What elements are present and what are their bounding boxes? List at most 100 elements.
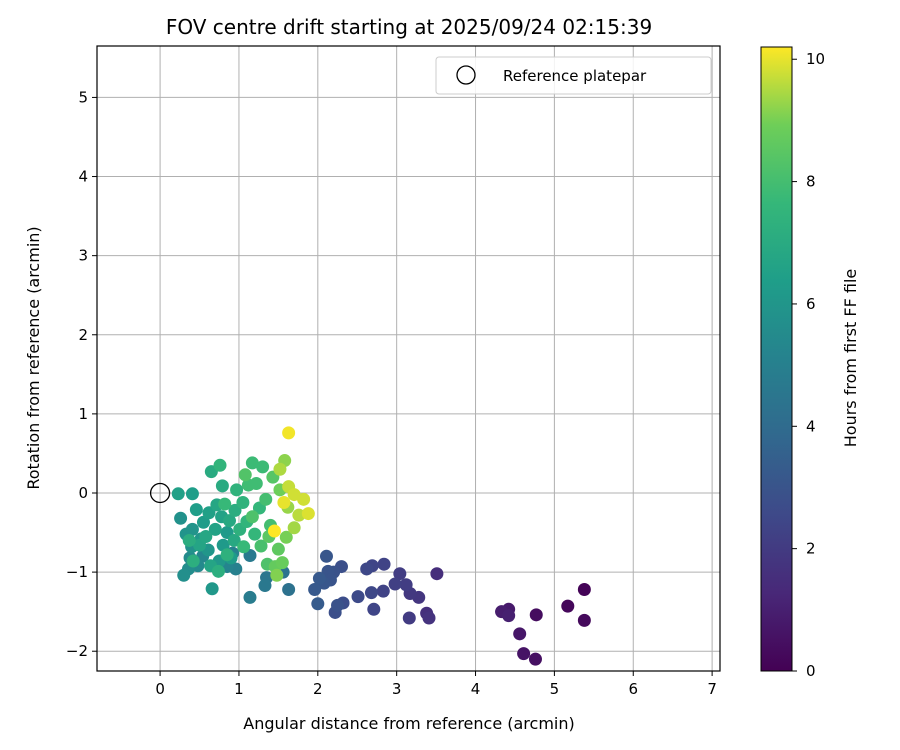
y-axis: −2 −1 0 1 2 3 4 5 bbox=[66, 88, 97, 660]
data-point bbox=[282, 426, 296, 440]
data-point bbox=[308, 583, 322, 597]
colorbar-gradient bbox=[760, 46, 793, 672]
y-tick-label: 3 bbox=[78, 247, 88, 265]
data-point bbox=[205, 582, 219, 596]
data-point bbox=[202, 506, 216, 520]
colorbar-tick-label: 10 bbox=[806, 50, 825, 68]
data-point bbox=[529, 608, 543, 622]
data-point bbox=[301, 507, 315, 521]
y-tick-label: 2 bbox=[78, 326, 88, 344]
y-tick-label: −2 bbox=[66, 642, 88, 660]
data-point bbox=[364, 586, 378, 600]
x-tick-label: 7 bbox=[707, 680, 717, 698]
data-point bbox=[297, 492, 311, 506]
data-point bbox=[360, 562, 374, 576]
data-point bbox=[402, 611, 416, 625]
data-point bbox=[277, 495, 291, 509]
data-point bbox=[177, 568, 191, 582]
data-point bbox=[185, 487, 199, 501]
reference-layer bbox=[149, 482, 171, 504]
data-point bbox=[237, 540, 251, 554]
data-point bbox=[319, 549, 333, 563]
data-point bbox=[245, 456, 259, 470]
data-point bbox=[312, 571, 326, 585]
data-point bbox=[218, 497, 232, 511]
data-point bbox=[222, 514, 236, 528]
data-point bbox=[174, 511, 188, 525]
y-tick-label: 5 bbox=[78, 88, 88, 106]
data-point bbox=[196, 515, 210, 529]
colorbar-ticks: 0 2 4 6 8 10 bbox=[792, 50, 825, 680]
data-point bbox=[208, 522, 222, 536]
legend-marker bbox=[456, 65, 476, 85]
data-point bbox=[377, 557, 391, 571]
data-point bbox=[215, 479, 229, 493]
data-point bbox=[189, 503, 203, 517]
data-point bbox=[186, 554, 200, 568]
x-tick-label: 2 bbox=[313, 680, 323, 698]
data-point bbox=[245, 510, 259, 524]
data-points bbox=[171, 426, 591, 666]
data-point bbox=[227, 533, 241, 547]
data-point bbox=[271, 542, 285, 556]
colorbar: 0 2 4 6 8 10 Hours from first FF file bbox=[760, 46, 860, 680]
data-point bbox=[228, 503, 242, 517]
colorbar-tick-label: 8 bbox=[806, 173, 816, 191]
x-axis-label: Angular distance from reference (arcmin) bbox=[243, 714, 574, 733]
data-point bbox=[182, 533, 196, 547]
data-point bbox=[254, 539, 268, 553]
colorbar-tick-label: 0 bbox=[806, 662, 816, 680]
data-point bbox=[517, 647, 531, 661]
reference-platepar-marker bbox=[149, 482, 171, 504]
data-point bbox=[399, 578, 413, 592]
x-tick-label: 3 bbox=[392, 680, 402, 698]
data-point bbox=[513, 627, 527, 641]
colorbar-tick-label: 6 bbox=[806, 295, 816, 313]
legend-box bbox=[435, 56, 712, 95]
data-point bbox=[311, 597, 325, 611]
data-point bbox=[258, 579, 272, 593]
data-point bbox=[259, 492, 273, 506]
x-tick-label: 5 bbox=[550, 680, 560, 698]
data-point bbox=[220, 548, 234, 562]
data-point bbox=[236, 495, 250, 509]
y-tick-label: −1 bbox=[66, 563, 88, 581]
data-point bbox=[230, 483, 244, 497]
data-point bbox=[422, 611, 436, 625]
data-point bbox=[388, 577, 402, 591]
data-point bbox=[171, 487, 185, 501]
x-axis: 0 1 2 3 4 5 6 7 bbox=[155, 671, 717, 698]
x-tick-label: 0 bbox=[155, 680, 165, 698]
x-tick-label: 1 bbox=[234, 680, 244, 698]
y-tick-label: 4 bbox=[78, 168, 88, 186]
data-point bbox=[273, 462, 287, 476]
data-point bbox=[502, 609, 516, 623]
x-tick-label: 6 bbox=[628, 680, 638, 698]
data-point bbox=[430, 567, 444, 581]
data-point bbox=[279, 530, 293, 544]
legend-label: Reference platepar bbox=[503, 67, 647, 85]
data-point bbox=[213, 458, 227, 472]
data-point bbox=[282, 583, 296, 597]
colorbar-label: Hours from first FF file bbox=[841, 269, 860, 448]
data-point bbox=[275, 556, 289, 570]
data-point bbox=[376, 584, 390, 598]
data-point bbox=[185, 522, 199, 536]
data-point bbox=[256, 460, 270, 474]
y-tick-label: 0 bbox=[78, 484, 88, 502]
data-point bbox=[270, 568, 284, 582]
data-point bbox=[577, 583, 591, 597]
plot-frame bbox=[96, 45, 721, 672]
y-axis-label: Rotation from reference (arcmin) bbox=[24, 226, 43, 489]
chart-title: FOV centre drift starting at 2025/09/24 … bbox=[166, 15, 652, 39]
data-point bbox=[561, 599, 575, 613]
legend: Reference platepar bbox=[435, 56, 712, 95]
colorbar-tick-label: 2 bbox=[806, 540, 816, 558]
y-tick-label: 1 bbox=[78, 405, 88, 423]
data-point bbox=[528, 652, 542, 666]
data-point bbox=[249, 477, 263, 490]
data-point bbox=[331, 598, 345, 612]
data-point bbox=[267, 524, 281, 538]
data-point bbox=[393, 567, 407, 581]
